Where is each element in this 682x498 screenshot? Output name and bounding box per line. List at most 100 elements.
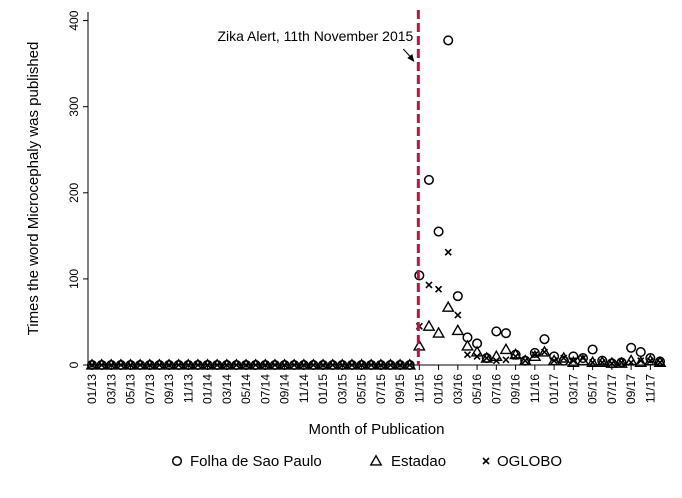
data-point-oglobo <box>598 358 606 366</box>
legend-marker <box>482 457 490 465</box>
data-point-folha-de-sao-paulo <box>529 347 540 358</box>
x-tick-label: 09/14 <box>278 374 292 404</box>
data-point-estadao <box>528 349 542 361</box>
data-point-folha-de-sao-paulo <box>452 291 463 302</box>
data-point-oglobo <box>512 352 520 360</box>
data-point-oglobo <box>656 358 664 366</box>
x-tick-label: 03/13 <box>104 374 118 404</box>
data-point-estadao <box>605 356 619 368</box>
data-point-estadao <box>297 358 311 370</box>
data-point-oglobo <box>175 361 183 369</box>
data-point-estadao <box>480 351 494 363</box>
data-point-oglobo <box>300 361 308 369</box>
data-point-folha-de-sao-paulo <box>443 35 454 46</box>
data-point-folha-de-sao-paulo <box>433 226 444 237</box>
data-point-estadao <box>335 358 349 370</box>
data-point-estadao <box>124 358 137 370</box>
data-point-oglobo <box>194 361 202 369</box>
legend-label: Folha de Sao Paulo <box>190 453 322 470</box>
legend-label: OGLOBO <box>497 453 562 470</box>
data-point-oglobo <box>184 361 192 369</box>
data-point-oglobo <box>88 361 96 369</box>
annotation-group: Zika Alert, 11th November 2015 <box>217 10 420 365</box>
data-point-estadao <box>557 351 571 363</box>
data-point-oglobo <box>367 361 375 369</box>
x-tick-label: 07/13 <box>143 374 157 404</box>
data-point-folha-de-sao-paulo <box>577 353 589 364</box>
data-point-estadao <box>403 358 417 370</box>
data-point-estadao <box>538 345 551 357</box>
data-point-estadao <box>441 300 455 312</box>
data-point-oglobo <box>454 311 462 319</box>
data-point-estadao <box>143 358 157 370</box>
data-marks <box>85 35 667 371</box>
data-point-oglobo <box>271 361 279 369</box>
data-point-oglobo <box>435 285 443 293</box>
x-tick-label: 03/17 <box>566 374 580 404</box>
y-tick-label: 0 <box>67 361 81 368</box>
x-tick-label: 07/17 <box>605 374 619 404</box>
data-point-estadao <box>595 355 609 368</box>
data-point-oglobo <box>492 357 500 365</box>
data-point-folha-de-sao-paulo <box>626 342 637 353</box>
data-point-oglobo <box>98 361 106 369</box>
y-tick-label: 200 <box>67 182 81 202</box>
data-point-estadao <box>547 354 561 366</box>
data-point-oglobo <box>117 361 125 369</box>
data-point-oglobo <box>357 361 366 369</box>
data-point-oglobo <box>608 359 616 367</box>
x-tick-label: 11/16 <box>528 374 542 403</box>
data-point-oglobo <box>627 358 635 366</box>
data-point-oglobo <box>483 354 491 362</box>
data-point-oglobo <box>646 357 654 365</box>
axes: 0 100 200 300 400 01/13 03/13 05/13 07/13 09/13 11… <box>25 10 665 438</box>
data-point-estadao <box>355 358 368 370</box>
data-point-folha-de-sao-paulo <box>491 326 502 337</box>
data-point-oglobo <box>155 361 163 369</box>
data-point-oglobo <box>242 361 250 369</box>
x-tick-label: 01/16 <box>432 374 446 404</box>
legend: Folha de Sao Paulo Estadao OGLOBO <box>171 453 562 470</box>
x-tick-label: 09/13 <box>162 374 176 404</box>
data-point-oglobo <box>560 354 568 362</box>
data-point-estadao <box>586 355 600 368</box>
data-point-folha-de-sao-paulo <box>423 174 434 185</box>
data-point-estadao <box>172 358 186 370</box>
x-tick-label: 07/14 <box>258 374 272 404</box>
data-point-estadao <box>489 349 503 361</box>
data-point-oglobo <box>444 248 452 256</box>
data-point-oglobo <box>386 361 395 369</box>
data-point-oglobo <box>252 361 260 369</box>
x-tick-label: 01/14 <box>201 374 215 404</box>
data-point-estadao <box>181 358 195 370</box>
y-tick-label: 100 <box>67 269 81 289</box>
data-point-estadao <box>191 358 205 370</box>
data-point-oglobo <box>146 361 154 369</box>
data-point-oglobo <box>473 352 481 360</box>
data-point-estadao <box>287 358 301 370</box>
data-point-estadao <box>104 358 118 370</box>
data-point-estadao <box>258 358 272 370</box>
x-tick-label: 11/15 <box>412 374 426 403</box>
data-point-estadao <box>133 358 147 370</box>
data-point-estadao <box>451 323 465 336</box>
x-tick-label: 05/15 <box>355 374 369 404</box>
x-tick-label: 07/15 <box>374 374 388 404</box>
legend-marker <box>369 454 383 466</box>
data-point-estadao <box>432 326 445 338</box>
y-tick-label: 400 <box>67 10 81 30</box>
data-point-estadao <box>230 358 243 370</box>
x-tick-label: 09/15 <box>393 374 407 404</box>
data-point-estadao <box>85 358 99 370</box>
data-point-estadao <box>278 358 291 370</box>
data-point-oglobo <box>165 361 173 369</box>
legend-label: Estadao <box>391 453 446 470</box>
data-point-oglobo <box>126 361 135 369</box>
data-point-estadao <box>384 358 397 370</box>
x-tick-label: 01/13 <box>85 374 99 404</box>
data-point-oglobo <box>348 361 356 369</box>
data-point-estadao <box>470 345 484 357</box>
x-tick-label: 07/16 <box>489 374 503 404</box>
data-point-estadao <box>201 358 214 370</box>
